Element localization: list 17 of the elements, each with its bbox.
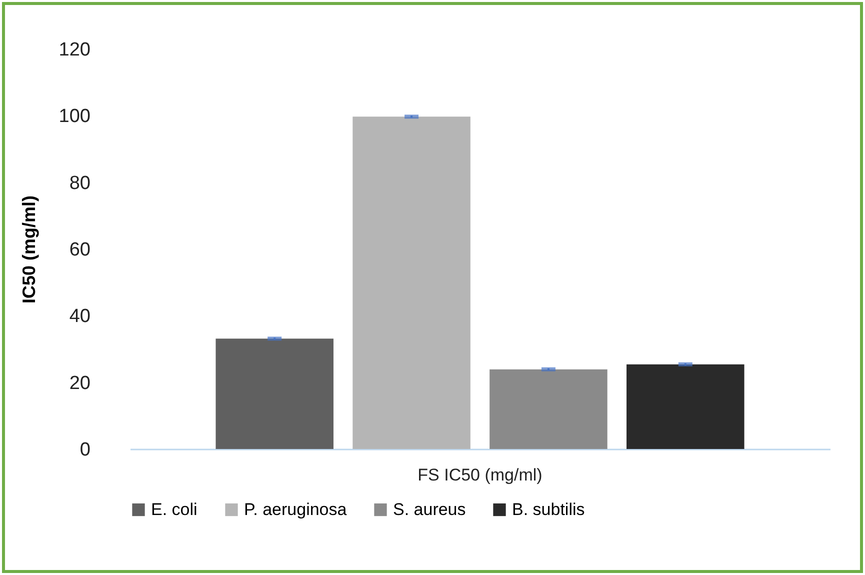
y-tick-label: 20 — [69, 372, 90, 394]
y-tick-label: 80 — [69, 172, 90, 194]
legend-label: S. aureus — [393, 500, 466, 519]
x-tick-label: FS IC50 (mg/ml) — [418, 466, 542, 484]
legend-label: E. coli — [151, 500, 198, 519]
bar — [490, 369, 608, 449]
y-tick-label: 60 — [69, 240, 90, 260]
y-tick-label: 120 — [58, 40, 90, 60]
legend-label: B. subtilis — [512, 500, 585, 519]
bar — [216, 338, 334, 449]
bar — [626, 364, 744, 449]
y-axis-title: IC50 (mg/ml) — [18, 195, 39, 304]
legend-label: P. aeruginosa — [244, 500, 348, 519]
y-tick-label: 0 — [80, 440, 90, 460]
y-tick-label: 100 — [58, 106, 90, 128]
y-tick-label: 40 — [69, 306, 90, 328]
bar — [352, 116, 470, 449]
